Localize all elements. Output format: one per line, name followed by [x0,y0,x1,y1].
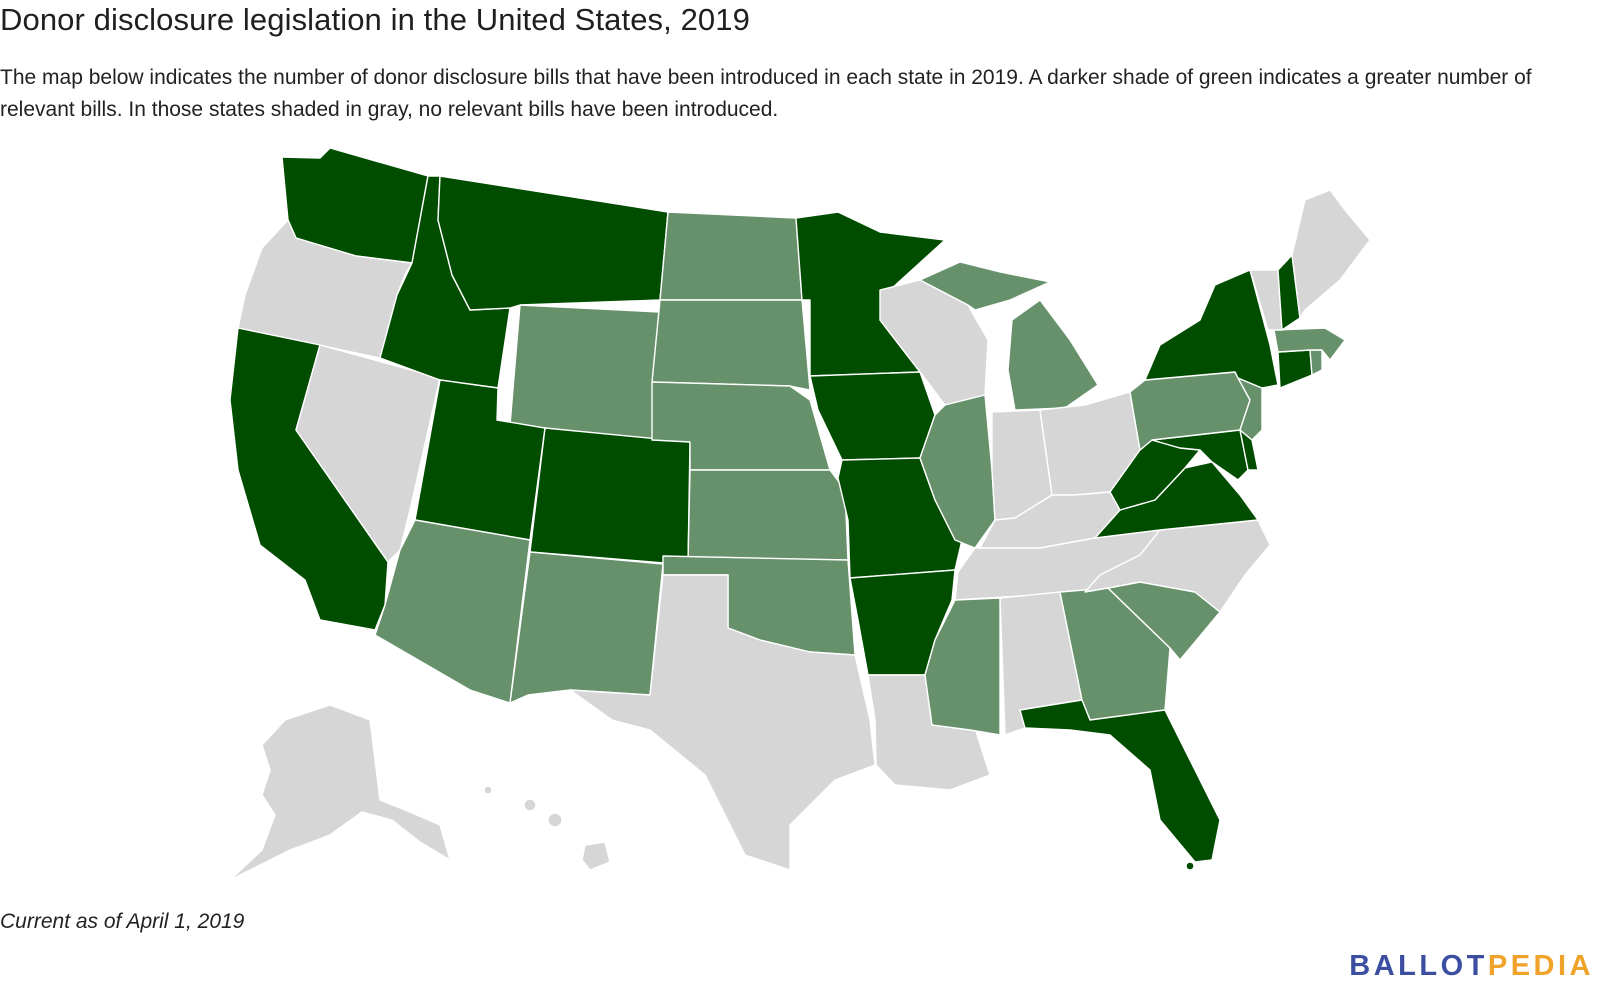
state-ND[interactable] [659,211,803,301]
state-MA[interactable] [1273,327,1346,361]
page-title: Donor disclosure legislation in the Unit… [0,2,750,37]
logo-part-ballot: BALLOT [1349,950,1488,982]
state-AK[interactable] [229,704,451,881]
state-KS[interactable] [687,469,849,563]
state-AZ[interactable] [374,519,531,704]
state-IA[interactable] [809,371,936,461]
state-IL[interactable] [919,394,996,549]
state-FL-keys[interactable] [1185,861,1195,871]
state-NM[interactable] [509,551,664,704]
state-RI[interactable] [1309,349,1323,376]
current-as-of-note: Current as of April 1, 2019 [0,910,245,933]
state-CT[interactable] [1277,349,1313,389]
state-ME[interactable] [1291,189,1371,319]
state-MI[interactable] [1007,299,1099,411]
state-WY[interactable] [509,304,661,441]
state-NY[interactable] [1144,269,1279,389]
state-MT[interactable] [437,175,669,311]
state-SD[interactable] [651,299,811,391]
logo-part-pedia: PEDIA [1487,950,1594,982]
state-CO[interactable] [529,427,691,566]
map-description: The map below indicates the number of do… [0,66,1532,121]
state-FL[interactable] [1019,699,1221,863]
ballotpedia-logo[interactable]: BALLOTPEDIA [1349,950,1594,983]
state-MI-upper[interactable] [919,261,1051,311]
state-NC[interactable] [1084,519,1271,613]
state-HI[interactable] [581,841,611,871]
state-HI-island[interactable] [523,798,537,812]
state-HI-island[interactable] [483,785,493,795]
state-TX[interactable] [569,574,876,871]
state-MS[interactable] [924,597,1001,736]
state-HI-island[interactable] [547,812,563,828]
